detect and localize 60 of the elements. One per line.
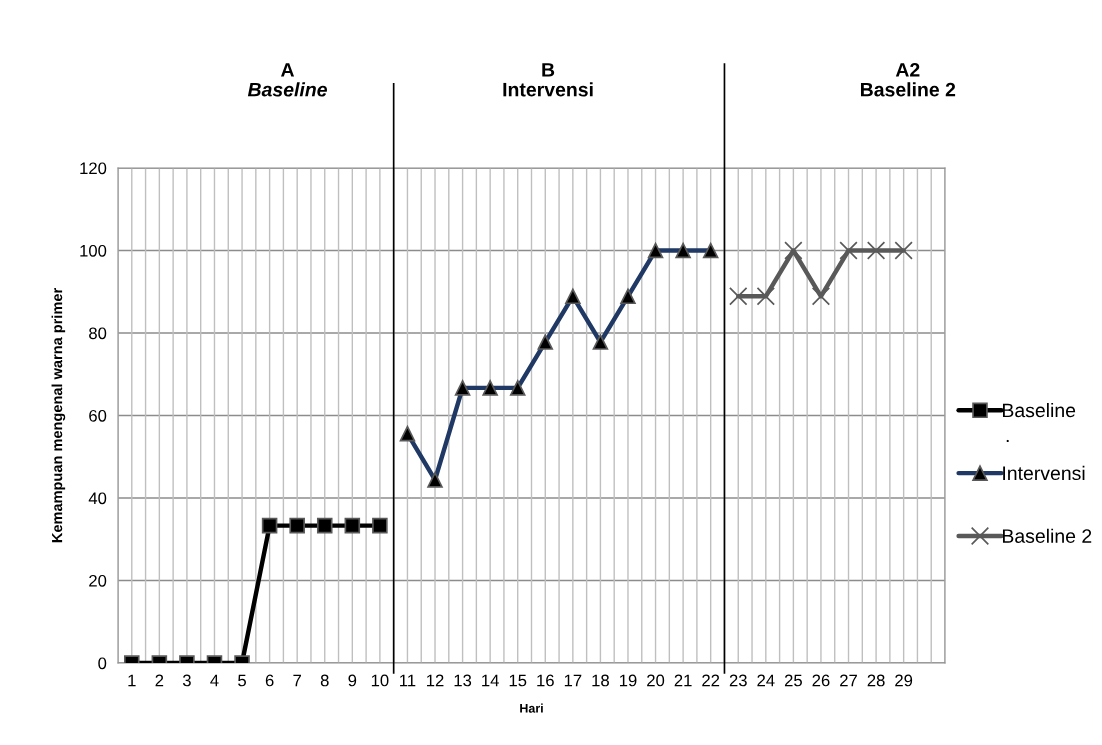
x-tick-label: 9	[348, 674, 357, 687]
point	[839, 241, 858, 260]
legend-label: Baseline	[1002, 402, 1076, 418]
x-tick-label: 4	[210, 674, 219, 687]
x-tick-label: 16	[537, 674, 554, 687]
x-tick-label: 27	[840, 674, 857, 687]
x-tick-label: 24	[757, 674, 775, 687]
y-tick-label: 100	[80, 244, 107, 257]
x-tick-label: 19	[619, 674, 637, 687]
x-tick-label: 25	[784, 674, 802, 687]
x-tick-label: 26	[812, 674, 830, 687]
x-tick-label: 23	[729, 674, 747, 687]
x-tick-label: 12	[427, 674, 444, 687]
legend-label: Baseline 2	[1002, 528, 1092, 543]
text: A	[281, 63, 295, 77]
x-tick-label: 11	[400, 674, 416, 687]
text: Baseline	[247, 82, 327, 97]
y-tick-label: 0	[98, 657, 107, 670]
x-tick-label: 15	[509, 674, 527, 687]
point	[756, 287, 775, 306]
point	[729, 287, 748, 306]
x-tick-label: 20	[647, 674, 665, 687]
x-tick-label: 1	[128, 674, 136, 687]
y-tick-label: 60	[89, 409, 107, 422]
point	[316, 517, 333, 534]
y-tick-label: 40	[88, 492, 107, 505]
text: B	[542, 63, 555, 77]
x-tick-label: 10	[371, 674, 389, 687]
x-tick-label: 2	[155, 674, 164, 687]
x-tick-label: 7	[293, 674, 301, 687]
x-tick-label: 13	[454, 674, 472, 687]
point	[289, 517, 305, 534]
text: .	[1006, 439, 1009, 443]
y-axis-title: Kemampuan mengenal warna primer	[51, 288, 66, 543]
x-tick-label: 29	[895, 674, 913, 687]
point	[811, 287, 831, 306]
point	[261, 517, 278, 534]
legend-label: Intervensi	[1003, 465, 1085, 481]
point	[372, 517, 388, 534]
point	[344, 517, 361, 534]
x-tick-label: 5	[238, 674, 246, 687]
text: A2	[895, 62, 920, 77]
x-tick-label: 8	[320, 674, 329, 687]
x-tick-label: 14	[482, 674, 499, 687]
y-tick-label: 80	[89, 327, 107, 340]
x-tick-label: 28	[867, 674, 885, 687]
x-tick-label: 17	[564, 674, 582, 687]
x-tick-label: 3	[182, 674, 191, 687]
text: Baseline 2	[860, 82, 956, 97]
y-tick-label: 20	[89, 574, 107, 587]
y-tick-label: 120	[80, 162, 107, 175]
point	[784, 241, 803, 260]
text: Intervensi	[503, 82, 593, 97]
x-tick-label: 21	[674, 674, 692, 687]
x-tick-label: 6	[265, 674, 274, 687]
x-axis-title: Hari	[520, 703, 543, 713]
point	[866, 241, 886, 260]
point	[894, 241, 913, 260]
x-tick-label: 22	[702, 674, 720, 687]
x-tick-label: 18	[592, 674, 609, 687]
